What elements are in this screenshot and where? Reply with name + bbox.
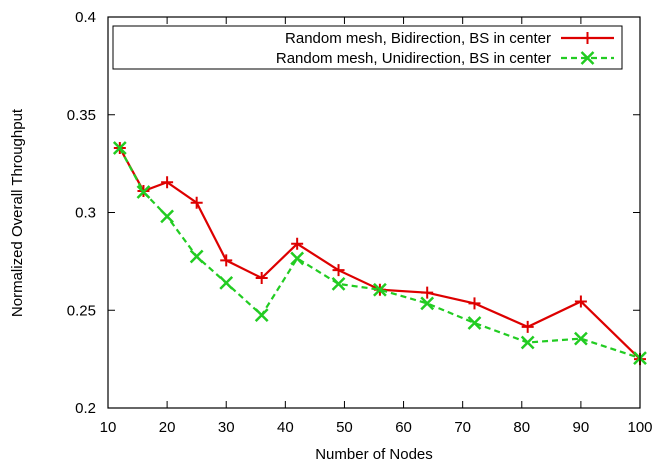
data-point <box>290 251 305 266</box>
x-tick-label: 60 <box>395 419 412 436</box>
data-point <box>521 320 534 333</box>
y-tick-label: 0.35 <box>67 107 96 124</box>
data-point <box>254 308 269 323</box>
series-1 <box>113 141 646 366</box>
series-line <box>118 147 641 360</box>
legend-swatch-marker <box>580 51 595 65</box>
x-tick-label: 80 <box>513 419 530 436</box>
data-point <box>574 331 588 346</box>
data-point <box>220 254 233 267</box>
series-layer <box>112 141 647 366</box>
data-point <box>136 185 151 199</box>
data-point <box>421 286 434 299</box>
legend-label: Random mesh, Unidirection, BS in center <box>276 50 551 67</box>
data-point <box>467 316 482 330</box>
x-tick-label: 100 <box>627 419 652 436</box>
data-point <box>331 276 346 291</box>
data-point <box>219 275 234 290</box>
data-point <box>420 296 435 311</box>
legend-label: Random mesh, Bidirection, BS in center <box>285 30 551 47</box>
x-tick-label: 30 <box>218 419 235 436</box>
data-point <box>574 295 587 308</box>
y-tick-label: 0.2 <box>75 400 96 417</box>
x-tick-label: 50 <box>336 419 353 436</box>
data-point <box>189 249 204 264</box>
legend: Random mesh, Bidirection, BS in center Ra… <box>112 25 623 70</box>
data-point <box>520 335 535 350</box>
x-tick-label: 20 <box>159 419 176 436</box>
plot-frame <box>107 16 641 409</box>
series-2 <box>112 141 647 366</box>
data-point <box>255 271 268 284</box>
y-tick-label: 0.3 <box>75 205 96 222</box>
x-tick-label: 10 <box>100 419 117 436</box>
x-tick-label: 90 <box>573 419 590 436</box>
y-axis-label: Normalized Overall Throughput <box>9 108 26 317</box>
series-line <box>118 147 641 360</box>
data-point <box>160 209 174 224</box>
legend-box <box>112 25 623 70</box>
data-point <box>373 282 387 297</box>
x-axis-label: Number of Nodes <box>315 446 433 463</box>
x-tick-label: 40 <box>277 419 294 436</box>
data-point <box>190 196 203 209</box>
y-tick-label: 0.25 <box>67 302 96 319</box>
data-point <box>112 141 127 155</box>
legend-swatch-marker <box>581 32 594 44</box>
axis-ticks: 10 20 30 40 50 60 70 80 90 100 0.2 0.25 0.3 0.35 0.4 <box>67 9 653 436</box>
data-point <box>468 297 481 310</box>
data-point <box>291 237 304 250</box>
data-point <box>332 264 345 277</box>
y-tick-label: 0.4 <box>75 9 96 26</box>
data-point <box>161 176 174 189</box>
x-tick-label: 70 <box>454 419 471 436</box>
